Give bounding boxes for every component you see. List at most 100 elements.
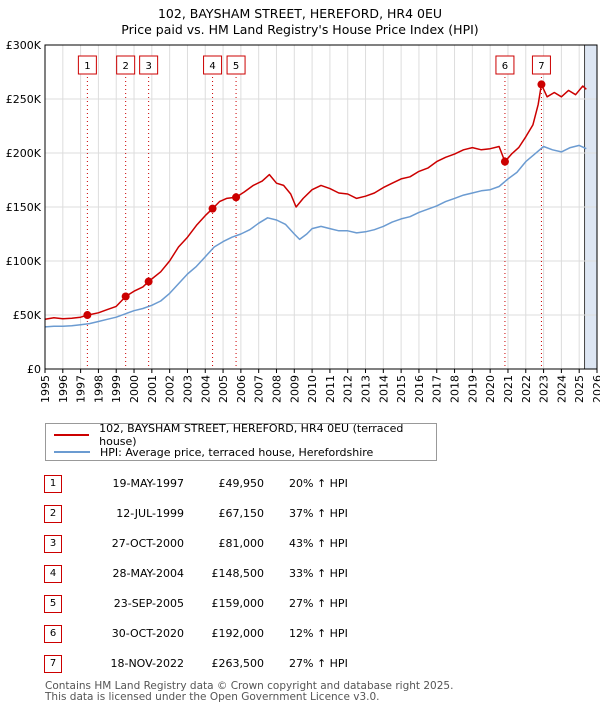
legend-label-property: 102, BAYSHAM STREET, HEREFORD, HR4 0EU (… <box>99 422 404 448</box>
y-tick-label: £300K <box>6 39 42 52</box>
sale-point <box>537 80 546 89</box>
sale-hpi-diff: 33% ↑ HPI <box>289 567 348 580</box>
sale-marker-label: 6 <box>502 61 508 72</box>
sale-hpi-diff: 43% ↑ HPI <box>289 537 348 550</box>
chart-subtitle: Price paid vs. HM Land Registry's House … <box>121 22 479 37</box>
sale-hpi-diff: 27% ↑ HPI <box>289 597 348 610</box>
sale-row: 7 18-NOV-2022 £263,500 27% ↑ HPI <box>44 655 464 675</box>
x-tick-label: 2021 <box>502 375 515 403</box>
plot-frame <box>44 44 598 370</box>
footer: Contains HM Land Registry data © Crown c… <box>45 681 453 703</box>
sale-number-badge: 2 <box>44 505 62 523</box>
sale-marker-label: 5 <box>233 61 239 72</box>
x-tick-label: 2020 <box>484 375 497 403</box>
y-tick-label: £150K <box>6 201 42 214</box>
sale-date: 18-NOV-2022 <box>110 657 184 670</box>
sale-marker-box <box>226 55 246 75</box>
sale-marker-label: 1 <box>84 61 90 72</box>
property-price-line <box>44 83 587 321</box>
sale-price: £49,950 <box>218 477 265 490</box>
footer-copyright: Contains HM Land Registry data © Crown c… <box>45 680 454 692</box>
sale-point <box>208 204 217 213</box>
sale-marker-box <box>531 55 551 75</box>
x-tick-label: 2017 <box>431 375 444 403</box>
x-tick-label: 1999 <box>110 375 123 403</box>
sale-row: 6 30-OCT-2020 £192,000 12% ↑ HPI <box>44 625 464 645</box>
x-tick-label: 2016 <box>413 375 426 403</box>
y-tick-label: £200K <box>6 147 42 160</box>
sale-date: 23-SEP-2005 <box>113 597 184 610</box>
sale-hpi-diff: 37% ↑ HPI <box>289 507 348 520</box>
sale-date: 27-OCT-2000 <box>111 537 184 550</box>
x-tick-label: 1996 <box>57 375 70 403</box>
sale-hpi-diff: 20% ↑ HPI <box>289 477 348 490</box>
sale-price: £148,500 <box>211 567 265 580</box>
sale-marker-label: 2 <box>122 61 128 72</box>
sale-number-badge: 5 <box>44 595 62 613</box>
x-tick-label: 2014 <box>377 375 390 403</box>
sale-number-badge: 1 <box>44 475 62 493</box>
sale-row: 1 19-MAY-1997 £49,950 20% ↑ HPI <box>44 475 464 495</box>
x-tick-label: 2002 <box>164 375 177 403</box>
x-tick-label: 2009 <box>288 375 301 403</box>
footer-licence: This data is licensed under the Open Gov… <box>45 691 380 703</box>
sale-marker-box <box>139 55 159 75</box>
sale-row: 2 12-JUL-1999 £67,150 37% ↑ HPI <box>44 505 464 525</box>
sale-date: 30-OCT-2020 <box>111 627 184 640</box>
chart-title: 102, BAYSHAM STREET, HEREFORD, HR4 0EU <box>157 6 443 21</box>
sale-row: 4 28-MAY-2004 £148,500 33% ↑ HPI <box>44 565 464 585</box>
x-tick-label: 2015 <box>395 375 408 403</box>
sale-point <box>232 193 241 202</box>
legend-swatch-hpi <box>54 451 90 453</box>
x-tick-label: 1997 <box>75 375 88 403</box>
y-tick-label: £100K <box>6 255 42 268</box>
sale-date: 19-MAY-1997 <box>112 477 184 490</box>
x-tick-label: 2018 <box>449 375 462 403</box>
sale-point <box>121 292 130 301</box>
sale-row: 5 23-SEP-2005 £159,000 27% ↑ HPI <box>44 595 464 615</box>
hpi-line <box>44 144 587 328</box>
sale-point <box>83 311 92 320</box>
x-tick-label: 2005 <box>217 375 230 403</box>
x-tick-label: 2003 <box>181 375 194 403</box>
legend-item-hpi: HPI: Average price, terraced house, Here… <box>54 444 373 460</box>
sale-hpi-diff: 12% ↑ HPI <box>289 627 348 640</box>
price-chart: £0 £50K £100K £150K £200K £250K £300K 1995 1996 1… <box>6 39 600 403</box>
sale-price: £67,150 <box>218 507 265 520</box>
x-tick-label: 2006 <box>235 375 248 403</box>
x-tick-label: 2013 <box>360 375 373 403</box>
sale-marker-box <box>116 55 136 75</box>
sale-date: 28-MAY-2004 <box>112 567 184 580</box>
x-tick-label: 1998 <box>92 375 105 403</box>
legend-swatch-property <box>54 434 90 436</box>
x-tick-label: 2011 <box>324 375 337 403</box>
x-tick-label: 2010 <box>306 375 319 403</box>
x-tick-label: 2019 <box>466 375 479 403</box>
y-tick-label: £50K <box>13 309 42 322</box>
x-tick-label: 2008 <box>270 375 283 403</box>
sale-row: 3 27-OCT-2000 £81,000 43% ↑ HPI <box>44 535 464 555</box>
y-tick-label: £250K <box>6 93 42 106</box>
sale-number-badge: 6 <box>44 625 62 643</box>
legend: 102, BAYSHAM STREET, HEREFORD, HR4 0EU (… <box>45 422 437 461</box>
x-tick-label: 2024 <box>555 375 568 403</box>
sale-marker-box <box>203 55 223 75</box>
x-tick-label: 2000 <box>128 375 141 403</box>
sale-number-badge: 3 <box>44 535 62 553</box>
sale-price: £192,000 <box>211 627 265 640</box>
x-tick-label: 2007 <box>253 375 266 403</box>
sale-marker-label: 7 <box>538 61 544 72</box>
x-tick-label: 2001 <box>146 375 159 403</box>
x-tick-label: 2023 <box>538 375 551 403</box>
sale-marker-label: 4 <box>209 61 215 72</box>
x-tick-label: 2026 <box>591 375 600 403</box>
sale-hpi-diff: 27% ↑ HPI <box>289 657 348 670</box>
x-tick-label: 2012 <box>342 375 355 403</box>
sale-marker-box <box>495 55 515 75</box>
x-tick-label: 2004 <box>199 375 212 403</box>
x-tick-label: 1995 <box>39 375 52 403</box>
legend-label-hpi: HPI: Average price, terraced house, Here… <box>100 445 374 459</box>
sale-point <box>144 277 153 286</box>
sale-number-badge: 7 <box>44 655 62 673</box>
sale-price: £159,000 <box>211 597 265 610</box>
